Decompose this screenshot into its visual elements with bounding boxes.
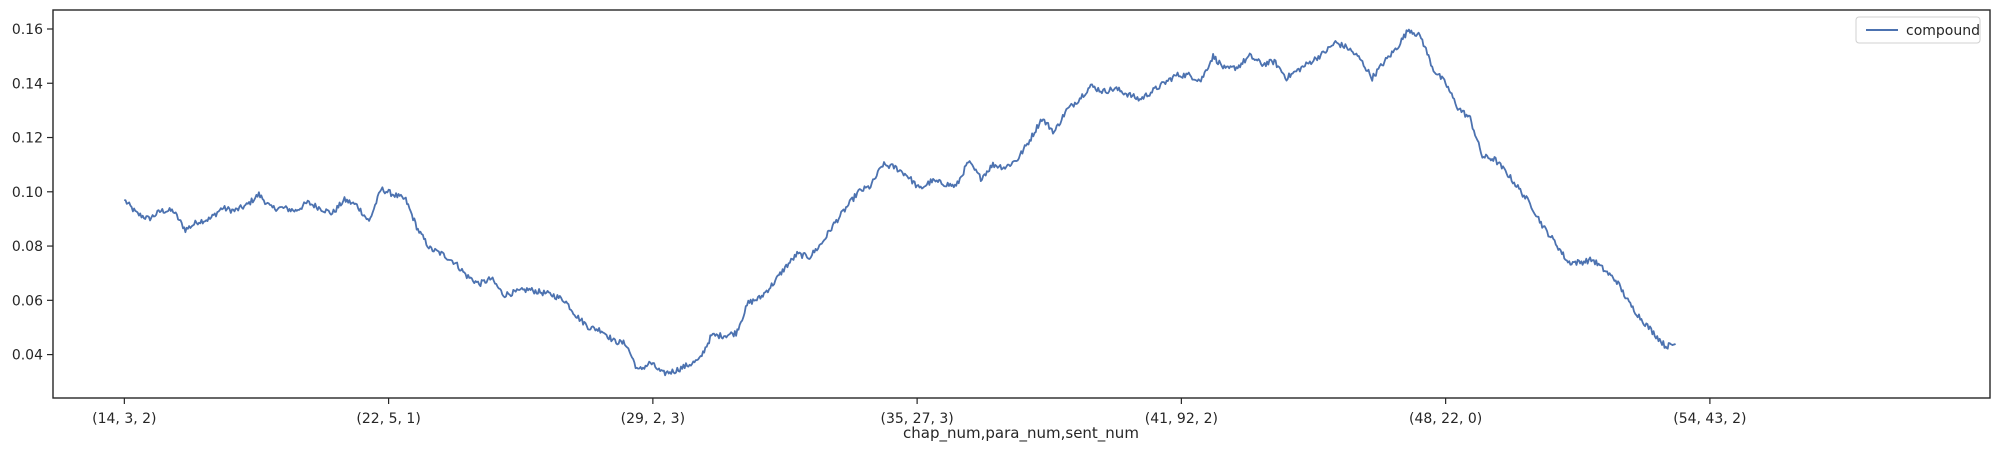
y-tick-label: 0.08 <box>12 239 43 255</box>
y-tick-label: 0.10 <box>12 185 43 201</box>
x-tick-label: (22, 5, 1) <box>356 411 420 427</box>
x-tick-label: (41, 92, 2) <box>1145 411 1218 427</box>
x-tick-label: (35, 27, 3) <box>880 411 953 427</box>
y-axis: 0.04 0.06 0.08 0.10 0.12 0.14 0.16 <box>12 22 53 364</box>
plot-area <box>53 10 1990 398</box>
plot-frame <box>52 9 1991 399</box>
x-tick-label: (48, 22, 0) <box>1409 411 1482 427</box>
x-axis: (14, 3, 2) (22, 5, 1) (29, 2, 3) (35, 27, 3… <box>92 398 1747 427</box>
x-axis-label: chap_num,para_num,sent_num <box>903 424 1139 443</box>
y-tick-label: 0.16 <box>12 22 43 38</box>
series-line-compound <box>123 28 1677 377</box>
x-tick-label: (14, 3, 2) <box>92 411 156 427</box>
legend-label-compound: compound <box>1906 23 1980 39</box>
y-tick-label: 0.06 <box>12 293 43 309</box>
y-tick-label: 0.04 <box>12 348 43 364</box>
y-tick-label: 0.12 <box>12 131 43 147</box>
x-tick-label: (29, 2, 3) <box>621 411 685 427</box>
x-tick-label: (54, 43, 2) <box>1673 411 1746 427</box>
legend-box <box>1855 16 1981 44</box>
series-layer <box>123 28 1677 377</box>
legend: compound <box>1855 16 1981 44</box>
y-tick-label: 0.14 <box>12 76 43 92</box>
